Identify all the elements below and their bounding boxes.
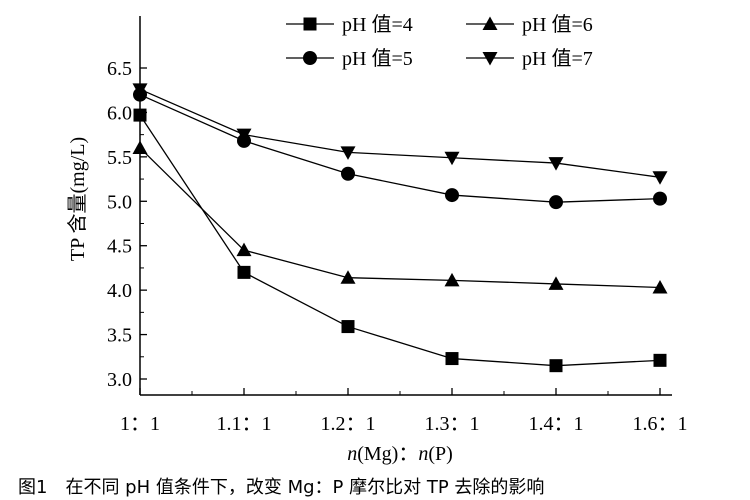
legend-label: pH 值=6: [522, 13, 593, 36]
legend-marker: [303, 17, 317, 31]
data-point: [549, 195, 563, 210]
data-point: [653, 353, 667, 367]
data-point: [340, 146, 356, 160]
y-tick-label: 3.0: [107, 369, 132, 391]
legend-marker: [482, 52, 498, 66]
data-point: [548, 276, 564, 290]
data-point: [444, 151, 460, 166]
data-point: [445, 188, 459, 203]
y-tick-label: 6.0: [107, 102, 132, 124]
y-tick-label: 4.0: [107, 280, 132, 302]
series-line: [139, 94, 661, 203]
x-tick-label: 1：1: [120, 413, 160, 435]
y-tick-label: 3.5: [107, 325, 132, 347]
y-tick-label: 4.5: [107, 236, 132, 258]
data-point: [549, 359, 563, 373]
legend-label: pH 值=7: [522, 47, 593, 70]
data-point: [341, 166, 355, 181]
legend-marker: [303, 51, 317, 65]
data-point: [653, 191, 667, 206]
legend-label: pH 值=5: [342, 47, 413, 70]
y-tick-label: 6.5: [107, 58, 132, 80]
series-line: [139, 147, 661, 289]
data-point: [237, 265, 251, 279]
x-tick-label: 1.3：1: [425, 413, 480, 435]
x-tick-label: 1.2：1: [321, 413, 376, 435]
series-line: [139, 88, 661, 178]
data-point: [652, 279, 668, 294]
data-point: [652, 171, 668, 185]
data-point: [445, 352, 459, 366]
data-point: [341, 320, 355, 334]
data-point: [236, 128, 252, 143]
y-tick-label: 5.5: [107, 147, 132, 169]
data-point: [133, 108, 147, 122]
series-line: [139, 114, 661, 367]
legend-label: pH 值=4: [342, 13, 413, 36]
x-tick-label: 1.4：1: [529, 413, 584, 435]
data-point: [340, 270, 356, 284]
data-point: [444, 272, 460, 287]
data-point: [548, 157, 564, 171]
legend-marker: [482, 16, 498, 30]
y-tick-label: 5.0: [107, 191, 132, 213]
x-tick-label: 1.6：1: [633, 413, 688, 435]
data-point: [132, 83, 148, 97]
x-tick-label: 1.1：1: [217, 413, 272, 435]
x-axis-title: n(Mg)：n(P): [347, 443, 453, 465]
data-point: [236, 242, 252, 257]
figure-caption: 图1 在不同 pH 值条件下，改变 Mg：P 摩尔比对 TP 去除的影响: [18, 477, 544, 498]
y-axis-title: TP 含量(mg/L): [66, 137, 89, 261]
data-point: [132, 140, 148, 154]
